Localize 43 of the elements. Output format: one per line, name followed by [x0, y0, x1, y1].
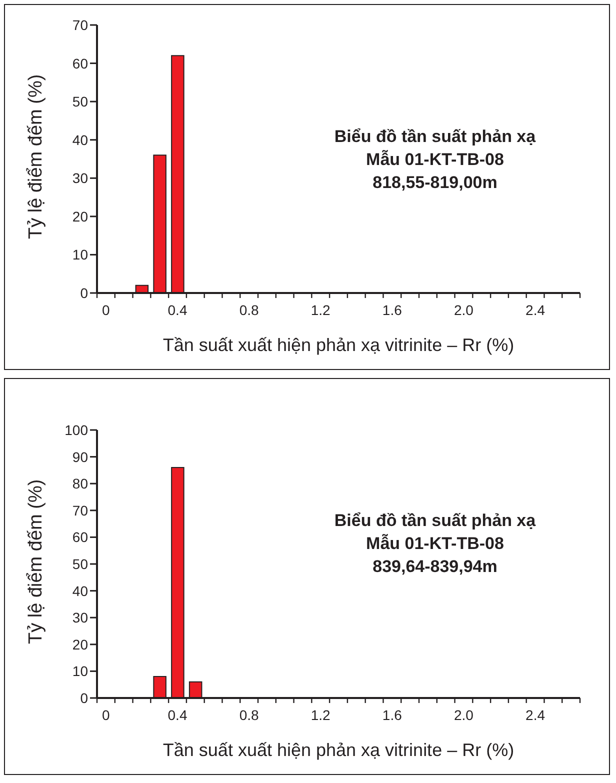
x-tick-label: 1.2: [310, 302, 331, 318]
text: Biểu đồ tần suất phản xạ: [333, 126, 537, 148]
y-tick-label: 50: [72, 556, 88, 572]
y-tick-label: 30: [72, 170, 88, 186]
y-tick-label: 70: [72, 502, 88, 518]
y-tick-label: 90: [72, 448, 88, 465]
x-tick-label: 1.2: [310, 707, 331, 723]
y-axis-title: Tỷ lệ điểm đếm (%): [26, 74, 47, 239]
annotation: 839,64-839,94m: [372, 556, 498, 578]
y-tick-label: 50: [72, 94, 88, 110]
y-tick-label: 40: [72, 132, 88, 148]
x-tick-label: 0.8: [239, 707, 259, 723]
y-tick-label: 10: [72, 246, 88, 263]
x-tick-label: 2.0: [454, 707, 474, 723]
x-tick-label: 2.0: [454, 302, 474, 318]
y-tick-label: 10: [72, 663, 88, 680]
annotation: 818,55-819,00m: [372, 172, 498, 194]
text: Mẫu 01-KT-TB-08: [365, 533, 505, 556]
y-tick-label: 60: [72, 55, 88, 72]
x-tick-label: 0.8: [239, 302, 259, 318]
x-tick-label: 0: [102, 707, 110, 723]
x-tick-label: 0.4: [168, 707, 188, 723]
x-tick-label: 2.4: [526, 707, 546, 723]
y-tick-label: 0: [80, 690, 88, 706]
x-tick-label: 1.6: [382, 302, 402, 318]
x-tick-label: 0: [102, 302, 110, 318]
text: Biểu đồ tần suất phản xạ: [333, 510, 537, 532]
y-axis-title: Tỷ lệ điểm đếm (%): [26, 479, 47, 644]
x-axis-title: Tần suất xuất hiện phản xạ vitrinite – Rr (%): [162, 740, 514, 760]
text: Mẫu 01-KT-TB-08: [365, 149, 505, 172]
y-tick-label: 100: [64, 422, 88, 438]
y-tick-label: 0: [80, 284, 88, 301]
x-tick-label: 0.4: [168, 302, 188, 318]
x-tick-label: 2.4: [526, 302, 546, 318]
y-tick-label: 80: [72, 476, 88, 492]
y-tick-label: 20: [72, 208, 88, 224]
y-tick-label: 70: [72, 16, 88, 33]
y-tick-label: 60: [72, 529, 88, 546]
y-tick-label: 30: [72, 610, 88, 626]
x-tick-label: 1.6: [382, 707, 402, 723]
y-tick-label: 40: [72, 582, 88, 599]
x-axis-title: Tần suất xuất hiện phản xạ vitrinite – Rr (%): [162, 335, 514, 355]
y-tick-label: 20: [72, 636, 88, 652]
